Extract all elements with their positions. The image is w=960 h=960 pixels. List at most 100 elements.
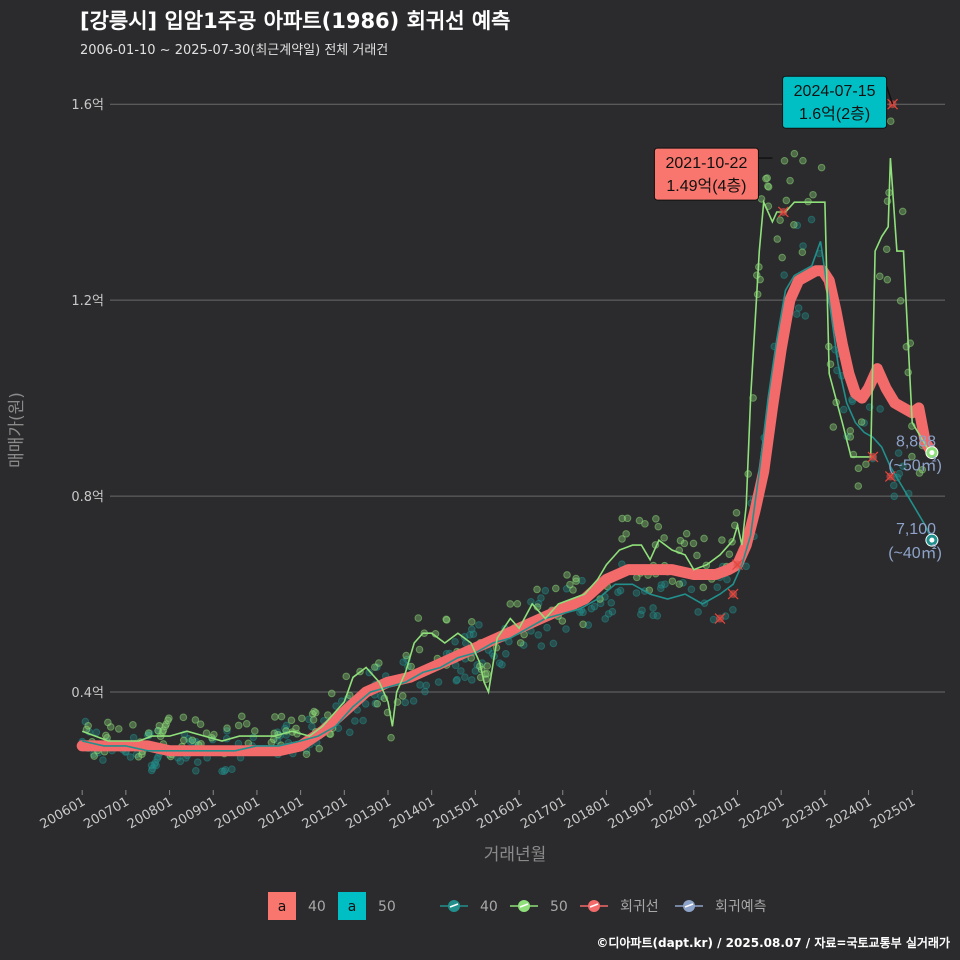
scatter-point [210,730,218,739]
chart-subtitle: 2006-01-10 ~ 2025-07-30(최근계약일) 전체 거래건 [80,43,388,58]
scatter-point [799,156,807,165]
scatter-point [699,583,708,592]
scatter-point [846,433,855,441]
scatter-point [601,615,609,623]
scatter-point [616,586,625,595]
scatter-point [223,727,231,735]
scatter-point [277,712,286,721]
scatter-point [762,174,770,183]
legend-dot-mark [589,903,599,908]
scatter-point [807,215,816,224]
scatter-point [483,662,492,670]
outlier-cross [884,471,896,482]
scatter-point [790,149,799,158]
legend-dot-mark [519,903,529,908]
scatter-point [147,761,156,770]
scatter-point [351,717,359,725]
scatter-point [700,534,708,543]
scatter-point [323,711,332,719]
scatter-point [414,614,423,622]
scatter-point [249,733,258,742]
scatter-point [638,606,646,615]
scatter-point [129,721,137,729]
scatter-point [780,156,789,165]
scatter-point [689,539,698,548]
scatter-point [618,514,627,523]
scatter-point [890,481,898,490]
legend: a 40 a 50 40 50 회귀선 회귀예측 [268,892,767,920]
series-line-50 [81,158,931,742]
scatter-point [192,766,200,775]
scatter-point [794,304,803,312]
scatter-point [332,702,340,710]
scatter-point [516,639,525,647]
scatter-point [271,713,279,721]
annotation-price: 1.6억(2층) [799,105,870,123]
scatter-point [792,310,801,318]
scatter-point [883,275,892,284]
scatter-point [846,427,855,435]
y-tick-labels: 0.4억 0.8억 1.2억 1.6억 [71,98,104,701]
scatter-point [572,574,580,583]
scatter-point [469,630,478,638]
scatter-point [778,253,786,262]
scatter-point [782,196,791,205]
scatter-point [129,733,138,742]
legend-key-box [268,892,296,920]
scatter-point [799,242,807,250]
scatter-point [732,509,741,517]
scatter-point [809,190,817,199]
legend-dot-mark [684,903,694,908]
scatter-point [558,617,567,625]
scatter-point [179,736,188,745]
scatter-point [407,662,415,671]
annotation-date: 2024-07-15 [794,83,876,100]
scatter-point [292,724,300,733]
scatter-point [862,460,870,469]
scatter-point [886,117,895,126]
end-label-area: (~50㎡) [888,457,942,475]
scatter-point [549,639,558,648]
scatter-point [165,714,173,722]
scatter-point [84,721,92,730]
scatter-point [345,728,354,737]
end-label-value: 8,888 [896,434,936,451]
scatter-point [623,514,632,523]
scatter-point [442,615,450,624]
scatter-point [402,651,410,660]
scatter-point [790,221,798,229]
legend-dot-mark [449,903,459,908]
scatter-point [308,722,316,731]
scatter-point [302,750,311,759]
scatter-point [660,534,668,542]
end-point-core [929,450,935,456]
scatter-point [238,712,246,721]
scatter-point [729,605,737,614]
scatter-point [104,718,112,727]
scatter-point [895,469,904,478]
scatter-point [764,182,772,190]
scatter-point [839,405,848,414]
scatter-point [99,756,107,764]
annotation-price: 1.49억(4층) [666,177,746,195]
grid-lines [110,103,945,693]
scatter-point [537,642,546,650]
annotations: 2021-10-22 1.49억(4층) 2024-07-15 1.6억(2층) [653,75,894,201]
scatter-point [894,449,903,457]
scatter-point [398,692,407,700]
scatter-point [533,585,541,594]
scatter-point [753,271,761,280]
scatter-point [537,594,545,602]
scatter-point [359,716,367,725]
scatter-point [475,621,483,629]
scatter-point [541,586,550,595]
scatter-point [632,589,641,597]
legend-label: 회귀예측 [715,899,767,915]
scatter-point [234,721,243,730]
y-axis-title: 매매가(원) [7,392,27,468]
scatter-point [334,724,343,733]
scatter-point [282,721,291,730]
scatter-point [753,290,762,299]
outlier-cross [777,206,789,218]
